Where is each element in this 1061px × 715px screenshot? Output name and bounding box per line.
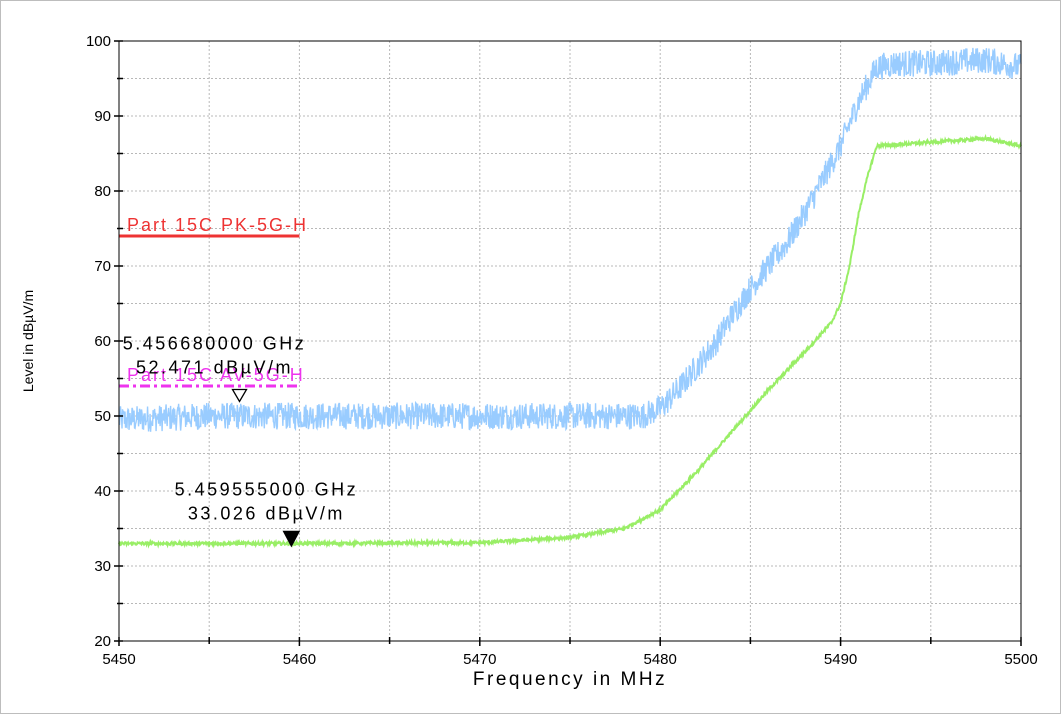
y-tick-label: 40	[94, 483, 111, 500]
x-tick-label: 5460	[283, 651, 316, 668]
series-trace-2	[118, 133, 1022, 549]
y-tick-label: 60	[94, 333, 111, 350]
y-tick-label: 90	[94, 108, 111, 125]
x-axis-label: Frequency in MHz	[473, 669, 667, 690]
x-tick-label: 5500	[1004, 651, 1037, 668]
y-tick-label: 50	[94, 408, 111, 425]
y-tick-label: 70	[94, 258, 111, 275]
marker-frequency-label: 5.456680000 GHz	[123, 333, 307, 353]
marker-triangle-open	[231, 388, 248, 403]
markers: 5.456680000 GHz 52.471 dBµV/m 5.459555000 …	[123, 333, 359, 548]
limit-line-label: Part 15C AV-5G-H	[127, 365, 305, 385]
series-trace-1	[118, 47, 1022, 432]
marker-triangle-filled	[282, 530, 301, 548]
series-layer	[118, 47, 1022, 549]
y-tick-label: 100	[86, 33, 111, 50]
x-tick-label: 5490	[824, 651, 857, 668]
x-tick-label: 5480	[644, 651, 677, 668]
x-tick-label: 5470	[463, 651, 496, 668]
marker-frequency-label: 5.459555000 GHz	[175, 479, 359, 499]
y-axis-label: Level in dBµV/m	[20, 290, 36, 392]
y-tick-label: 80	[94, 183, 111, 200]
axes: 20 30 40 50 60 70 80 90 100 5450 5460 5470 5480 5490 5…	[86, 33, 1038, 668]
marker-level-label: 52.471 dBµV/m	[136, 357, 293, 377]
limit-line-label: Part 15C PK-5G-H	[127, 215, 308, 235]
grid	[119, 41, 1021, 641]
y-tick-label: 20	[94, 633, 111, 650]
marker-level-label: 33.026 dBµV/m	[188, 503, 345, 523]
limit-lines: Part 15C PK-5G-H Part 15C AV-5G-H	[119, 215, 308, 388]
y-tick-label: 30	[94, 558, 111, 575]
x-tick-label: 5450	[102, 651, 135, 668]
